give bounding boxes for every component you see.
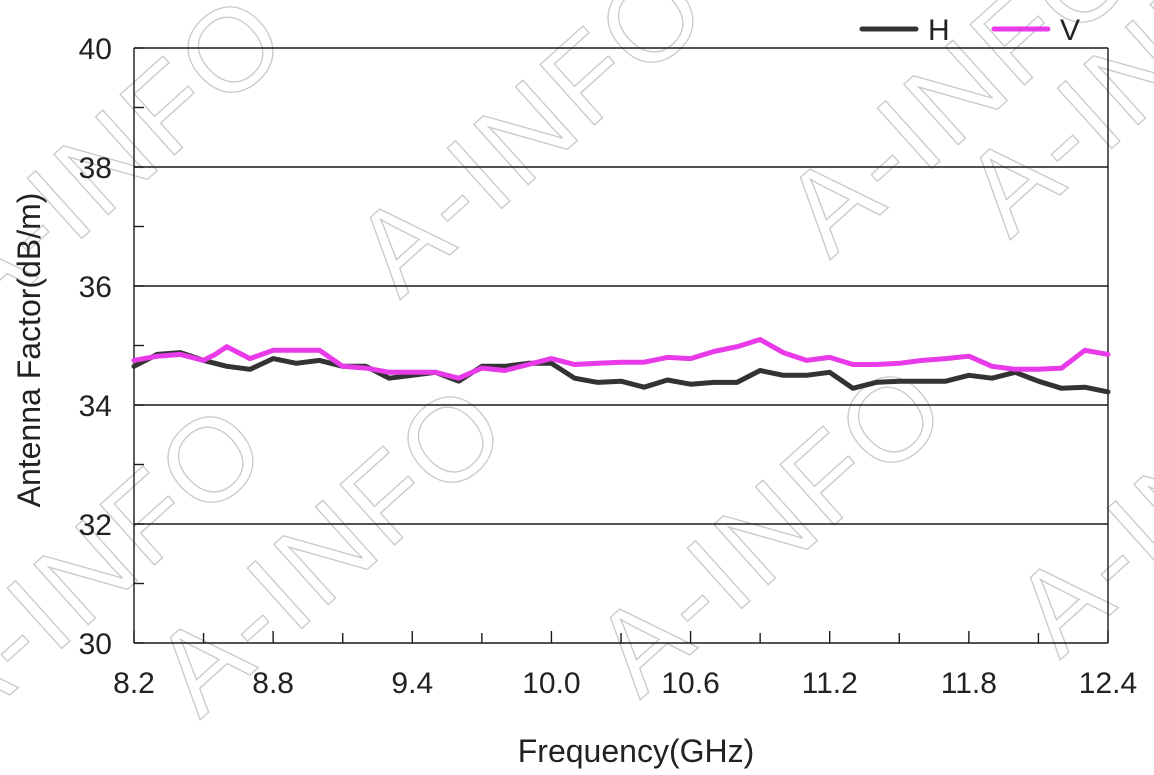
watermark-text: A-INFO (989, 298, 1154, 680)
x-tick-label: 10.0 (522, 667, 580, 700)
axis-layer: 8.2 8.8 9.4 10.0 10.6 11.2 11.8 12.4 30 32 34 36 38 4… (79, 33, 1138, 700)
x-tick-label: 11.2 (802, 667, 858, 700)
series-line-h (131, 350, 1111, 395)
x-tick-label: 12.4 (1079, 667, 1137, 700)
y-tick-label: 36 (79, 271, 112, 304)
series-layer (131, 337, 1111, 395)
y-tick-label: 38 (79, 152, 112, 185)
y-tick-label: 32 (79, 509, 112, 542)
x-axis-title: Frequency(GHz) (518, 733, 755, 769)
x-tick-label: 10.6 (661, 667, 719, 700)
x-tick-label: 8.2 (113, 667, 155, 700)
y-tick-label: 34 (79, 390, 112, 423)
x-tick-label: 9.4 (391, 667, 433, 700)
legend-label-v: V (1060, 14, 1080, 47)
grid-layer (134, 47, 1108, 525)
x-tick-label: 8.8 (252, 667, 294, 700)
series-line-v (131, 337, 1111, 381)
y-tick-label: 30 (79, 628, 112, 661)
x-tick-label: 11.8 (941, 667, 997, 700)
y-axis-title: Antenna Factor(dB/m) (11, 193, 47, 508)
watermark-text: A-INFO (569, 338, 972, 720)
legend-label-h: H (928, 14, 950, 47)
y-tick-label: 40 (79, 33, 112, 66)
